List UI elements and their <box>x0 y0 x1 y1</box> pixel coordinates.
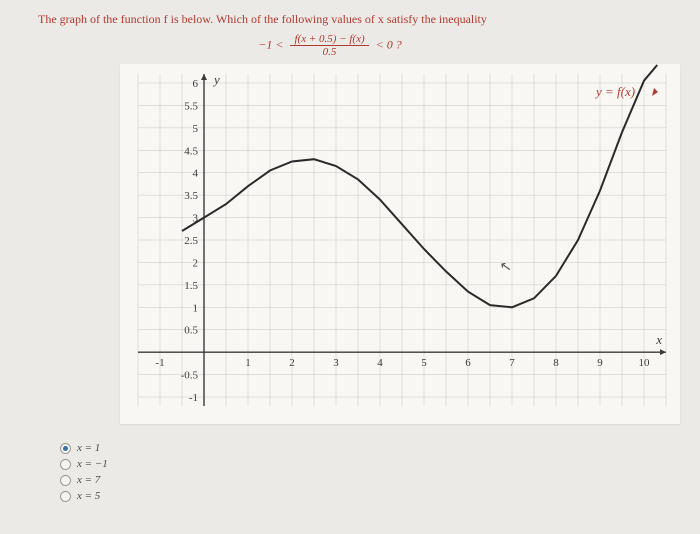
svg-text:1.5: 1.5 <box>184 280 198 292</box>
radio-icon <box>60 443 71 454</box>
option-label: x = −1 <box>77 458 108 470</box>
option-label: x = 7 <box>77 474 100 486</box>
svg-text:0.5: 0.5 <box>184 325 198 337</box>
svg-text:3.5: 3.5 <box>184 190 198 202</box>
option-label: x = 1 <box>77 442 100 454</box>
svg-text:6: 6 <box>193 78 199 90</box>
radio-icon <box>60 475 71 486</box>
svg-text:5: 5 <box>421 357 427 369</box>
option-label: x = 5 <box>77 490 100 502</box>
formula-denominator: 0.5 <box>290 46 368 58</box>
svg-text:2: 2 <box>193 257 199 269</box>
radio-icon <box>60 459 71 470</box>
svg-text:9: 9 <box>597 357 603 369</box>
svg-text:2: 2 <box>289 357 295 369</box>
svg-text:y: y <box>212 72 220 87</box>
svg-text:10: 10 <box>639 357 651 369</box>
formula-left: −1 < <box>258 37 283 51</box>
svg-text:1: 1 <box>193 302 199 314</box>
svg-text:-1: -1 <box>155 357 164 369</box>
formula-numerator: f(x + 0.5) − f(x) <box>290 33 368 46</box>
radio-icon <box>60 491 71 502</box>
svg-text:-1: -1 <box>189 392 198 404</box>
svg-text:4: 4 <box>193 168 199 180</box>
function-graph: -112345678910-1-0.50.511.522.533.544.555… <box>120 64 680 424</box>
svg-text:4: 4 <box>377 357 383 369</box>
inequality-formula: −1 < f(x + 0.5) − f(x) 0.5 < 0 ? <box>0 33 680 58</box>
svg-text:8: 8 <box>553 357 559 369</box>
formula-right: < 0 ? <box>376 37 402 51</box>
question-text: The graph of the function f is below. Wh… <box>38 12 680 27</box>
option-d[interactable]: x = 5 <box>60 490 680 502</box>
svg-text:7: 7 <box>509 357 515 369</box>
option-c[interactable]: x = 7 <box>60 474 680 486</box>
svg-text:-0.5: -0.5 <box>181 370 199 382</box>
svg-text:3: 3 <box>333 357 339 369</box>
answer-options: x = 1 x = −1 x = 7 x = 5 <box>60 442 680 502</box>
svg-text:x: x <box>655 332 662 347</box>
svg-text:5.5: 5.5 <box>184 100 198 112</box>
svg-text:y = f(x): y = f(x) <box>594 84 635 99</box>
svg-text:5: 5 <box>193 123 199 135</box>
option-a[interactable]: x = 1 <box>60 442 680 454</box>
svg-text:2.5: 2.5 <box>184 235 198 247</box>
svg-text:4.5: 4.5 <box>184 145 198 157</box>
svg-text:1: 1 <box>245 357 251 369</box>
svg-text:6: 6 <box>465 357 471 369</box>
option-b[interactable]: x = −1 <box>60 458 680 470</box>
